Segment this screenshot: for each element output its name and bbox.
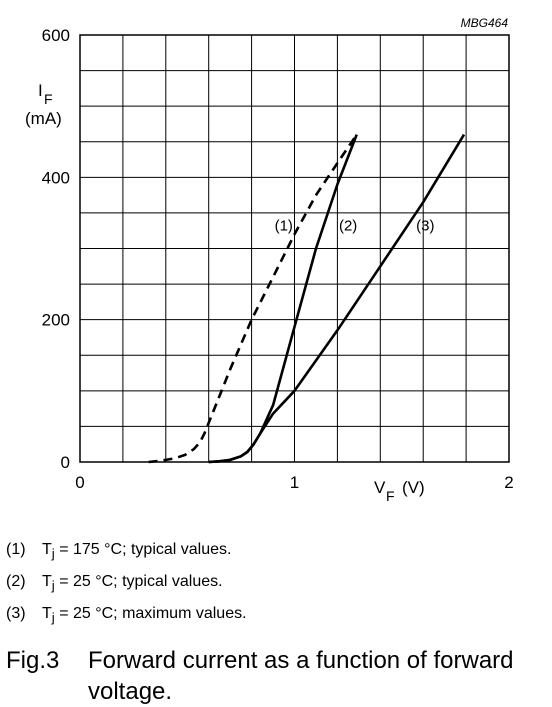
y-tick-label: 400 (42, 168, 70, 187)
x-tick-label: 1 (290, 473, 299, 492)
note-number: (1) (6, 541, 26, 558)
note-text: = 25 °C; maximum values. (54, 605, 247, 623)
x-axis-label: V F (V) (374, 478, 425, 504)
y-label-sub: F (44, 91, 53, 107)
x-label-unit: (V) (402, 478, 425, 497)
tick-labels: 0 1 2 0 200 400 600 (42, 26, 514, 492)
x-label-sub: F (386, 488, 395, 504)
curve-label: (2) (339, 218, 357, 235)
figure-number: Fig.3 (6, 647, 60, 674)
curves (148, 133, 466, 464)
note-subscript: j (51, 610, 55, 626)
note-number: (3) (6, 605, 26, 623)
note-1: (1) Tj = 175 °C; typical values. (6, 536, 247, 568)
note-subscript: j (51, 578, 55, 594)
x-label-main: V (374, 478, 386, 497)
note-symbol: T (42, 541, 52, 558)
series-line (208, 133, 466, 464)
note-text: = 175 °C; typical values. (54, 541, 232, 558)
note-2: (2) Tj = 25 °C; typical values. (6, 568, 247, 600)
x-tick-label: 2 (504, 473, 513, 492)
note-number: (2) (6, 573, 26, 591)
y-label-unit: (mA) (25, 109, 62, 128)
notes-list: (1) Tj = 175 °C; typical values. (2) Tj = … (6, 536, 247, 633)
x-tick-label: 0 (75, 473, 84, 492)
grid (79, 34, 510, 463)
plot-frame (79, 34, 510, 463)
curve-labels: (1) (2) (3) (275, 218, 435, 235)
figure-title: Forward current as a function of forward… (88, 647, 514, 705)
series-line (208, 134, 358, 464)
curve-label: (3) (416, 218, 434, 235)
note-symbol: T (42, 573, 52, 591)
y-label-main: I (38, 81, 43, 100)
y-tick-label: 200 (42, 311, 70, 330)
y-axis-label: I F (mA) (25, 81, 62, 128)
y-tick-label: 600 (42, 26, 70, 45)
y-tick-label: 0 (61, 453, 70, 472)
chart-code: MBG464 (461, 16, 509, 30)
note-symbol: T (42, 605, 52, 623)
note-text: = 25 °C; typical values. (54, 573, 223, 591)
curve-label: (1) (275, 218, 293, 235)
note-3: (3) Tj = 25 °C; maximum values. (6, 600, 247, 632)
note-subscript: j (51, 546, 55, 562)
series-line (148, 133, 358, 464)
